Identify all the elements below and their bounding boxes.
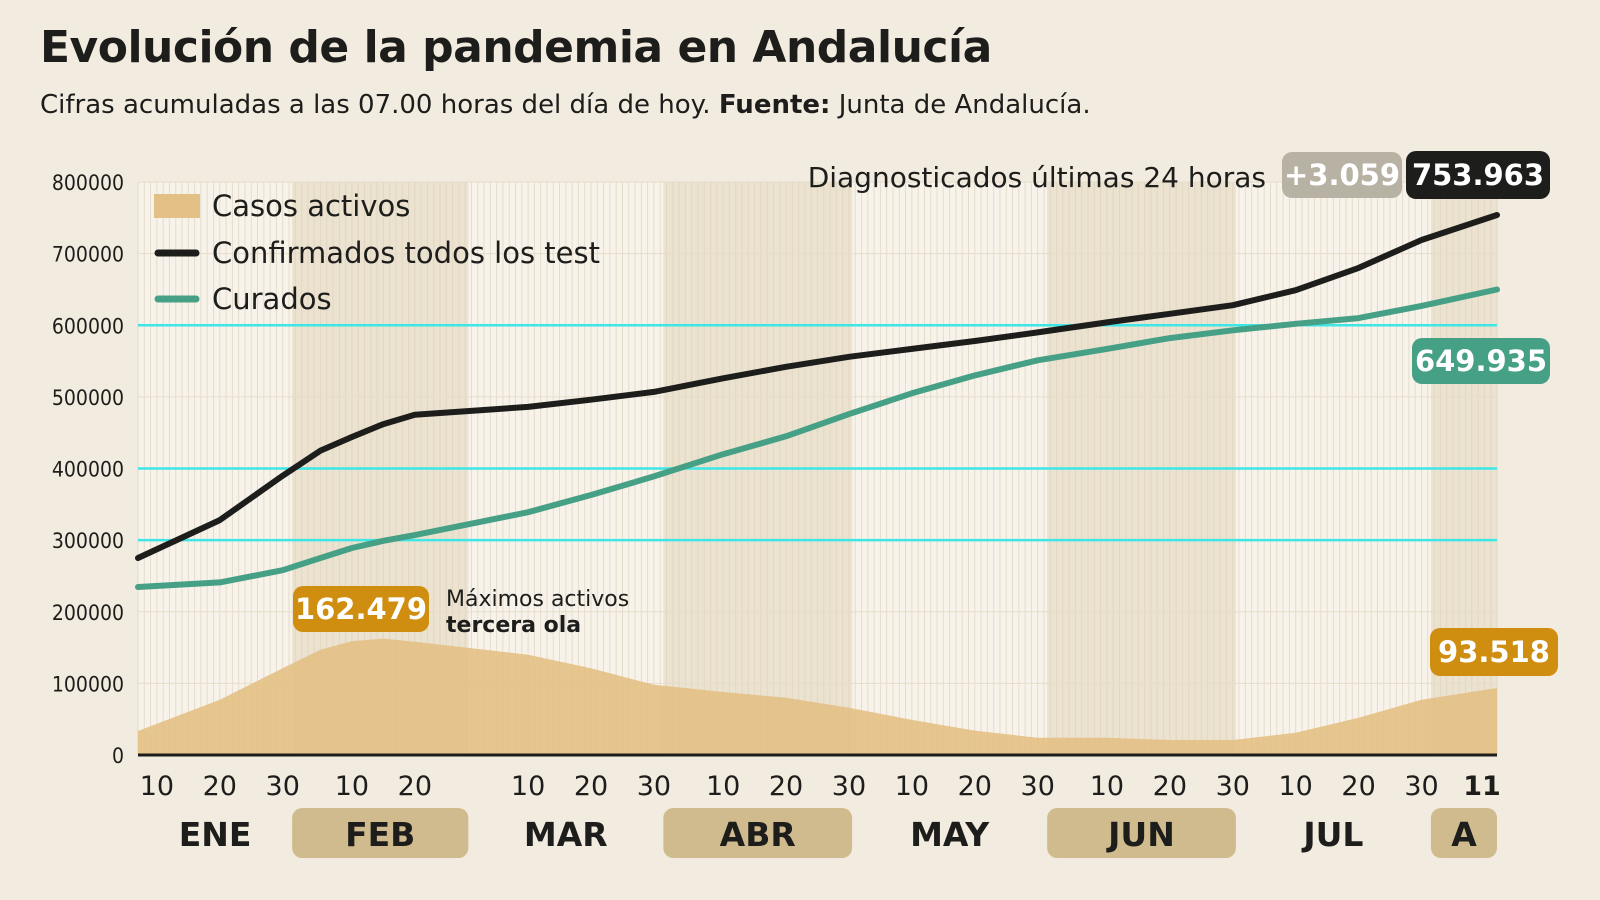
x-tick-label: 30 (266, 771, 300, 802)
page-title: Evolución de la pandemia en Andalucía (40, 22, 992, 73)
x-tick-label: 10 (895, 771, 929, 802)
x-tick-label: 10 (706, 771, 740, 802)
peak-note-line1: Máximos activos (446, 587, 629, 612)
month-label: JUN (1106, 815, 1175, 854)
x-tick-label: 10 (140, 771, 174, 802)
month-label: ENE (179, 815, 252, 854)
peak-note-line2: tercera ola (446, 613, 581, 638)
month-pill (292, 808, 469, 858)
x-tick-label: 30 (1404, 771, 1438, 802)
x-tick-label: 10 (511, 771, 545, 802)
y-tick-label: 0 (112, 744, 124, 768)
x-tick-label: 20 (958, 771, 992, 802)
y-tick-label: 100000 (52, 672, 124, 696)
peak-active-badge: 162.479 (295, 592, 427, 626)
x-tick-label: 20 (769, 771, 803, 802)
diagnosed-label: Diagnosticados últimas 24 horas (808, 161, 1266, 194)
x-tick-label: 20 (203, 771, 237, 802)
month-label: JUL (1301, 815, 1363, 854)
y-tick-label: 400000 (52, 458, 124, 482)
subtitle: Cifras acumuladas a las 07.00 horas del … (40, 90, 1091, 120)
month-label: A (1451, 815, 1477, 854)
x-tick-label: 10 (1090, 771, 1124, 802)
month-label: MAY (910, 815, 990, 854)
legend-swatch-casos-activos (154, 194, 200, 218)
month-label: FEB (345, 815, 415, 854)
last-cured-badge: 649.935 (1415, 344, 1547, 378)
y-tick-label: 300000 (52, 529, 124, 553)
last-active-badge-bg (1430, 628, 1558, 676)
y-tick-label: 500000 (52, 386, 124, 410)
legend-label: Confirmados todos los test (212, 236, 600, 270)
diagnosed-delta-badge: +3.059 (1284, 158, 1400, 192)
peak-active-badge-bg (293, 586, 429, 632)
source-label: Fuente: (718, 90, 831, 120)
series-area-casos-activos (138, 638, 1497, 755)
x-tick-label: 20 (574, 771, 608, 802)
y-tick-label: 700000 (52, 243, 124, 267)
last-confirmed-badge: 753.963 (1412, 158, 1544, 192)
month-pill (1430, 808, 1497, 858)
y-tick-label: 200000 (52, 601, 124, 625)
month-label: ABR (720, 815, 796, 854)
month-pill (663, 808, 853, 858)
subtitle-text: Cifras acumuladas a las 07.00 horas del … (40, 90, 719, 120)
y-tick-label: 600000 (52, 314, 124, 338)
source-text: Junta de Andalucía. (830, 90, 1091, 120)
last-confirmed-badge-bg (1406, 151, 1550, 199)
month-label: MAR (524, 815, 608, 854)
x-tick-label: 30 (637, 771, 671, 802)
x-tick-label: 20 (398, 771, 432, 802)
x-tick-label: 11 (1463, 771, 1501, 802)
diagnosed-delta-badge-bg (1282, 152, 1402, 198)
legend-label: Casos activos (212, 189, 410, 223)
x-tick-label: 20 (1341, 771, 1375, 802)
month-pill (1047, 808, 1236, 858)
x-tick-label: 30 (1021, 771, 1055, 802)
y-tick-label: 800000 (52, 171, 124, 195)
x-tick-label: 20 (1153, 771, 1187, 802)
last-cured-badge-bg (1412, 338, 1550, 384)
legend-label: Curados (212, 282, 332, 316)
last-active-badge: 93.518 (1438, 635, 1550, 669)
x-tick-label: 10 (335, 771, 369, 802)
x-tick-label: 30 (1216, 771, 1250, 802)
x-tick-label: 30 (832, 771, 866, 802)
x-tick-label: 10 (1278, 771, 1312, 802)
